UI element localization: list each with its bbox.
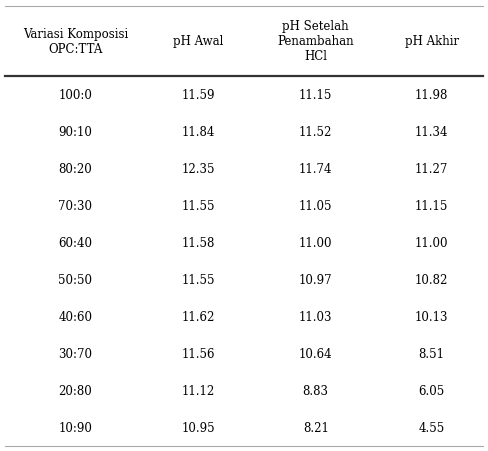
Text: 6.05: 6.05 [419, 384, 445, 397]
Text: 40:60: 40:60 [59, 310, 92, 323]
Text: 11.52: 11.52 [299, 126, 332, 139]
Text: 11.55: 11.55 [182, 199, 215, 212]
Text: 60:40: 60:40 [59, 236, 92, 249]
Text: 11.55: 11.55 [182, 273, 215, 286]
Text: 11.34: 11.34 [415, 126, 448, 139]
Text: 50:50: 50:50 [59, 273, 92, 286]
Text: 11.59: 11.59 [182, 89, 215, 102]
Text: 10.82: 10.82 [415, 273, 448, 286]
Text: 11.05: 11.05 [299, 199, 332, 212]
Text: 11.62: 11.62 [182, 310, 215, 323]
Text: 11.03: 11.03 [299, 310, 332, 323]
Text: pH Awal: pH Awal [173, 35, 224, 48]
Text: 11.84: 11.84 [182, 126, 215, 139]
Text: 30:70: 30:70 [59, 347, 92, 360]
Text: 10.13: 10.13 [415, 310, 448, 323]
Text: 11.00: 11.00 [299, 236, 332, 249]
Text: 8.51: 8.51 [419, 347, 445, 360]
Text: 12.35: 12.35 [182, 163, 215, 175]
Text: 11.12: 11.12 [182, 384, 215, 397]
Text: pH Akhir: pH Akhir [405, 35, 459, 48]
Text: 10.97: 10.97 [299, 273, 332, 286]
Text: 11.98: 11.98 [415, 89, 448, 102]
Text: pH Setelah
Penambahan
HCl: pH Setelah Penambahan HCl [277, 20, 354, 63]
Text: 10.64: 10.64 [299, 347, 332, 360]
Text: 11.27: 11.27 [415, 163, 448, 175]
Text: 11.58: 11.58 [182, 236, 215, 249]
Text: 90:10: 90:10 [59, 126, 92, 139]
Text: 11.00: 11.00 [415, 236, 448, 249]
Text: 11.15: 11.15 [415, 199, 448, 212]
Text: 70:30: 70:30 [59, 199, 92, 212]
Text: Variasi Komposisi
OPC:TTA: Variasi Komposisi OPC:TTA [23, 28, 128, 56]
Text: 80:20: 80:20 [59, 163, 92, 175]
Text: 100:0: 100:0 [59, 89, 92, 102]
Text: 10.95: 10.95 [182, 421, 215, 434]
Text: 8.83: 8.83 [303, 384, 329, 397]
Text: 11.56: 11.56 [182, 347, 215, 360]
Text: 11.15: 11.15 [299, 89, 332, 102]
Text: 11.74: 11.74 [299, 163, 332, 175]
Text: 8.21: 8.21 [303, 421, 329, 434]
Text: 20:80: 20:80 [59, 384, 92, 397]
Text: 10:90: 10:90 [59, 421, 92, 434]
Text: 4.55: 4.55 [419, 421, 445, 434]
